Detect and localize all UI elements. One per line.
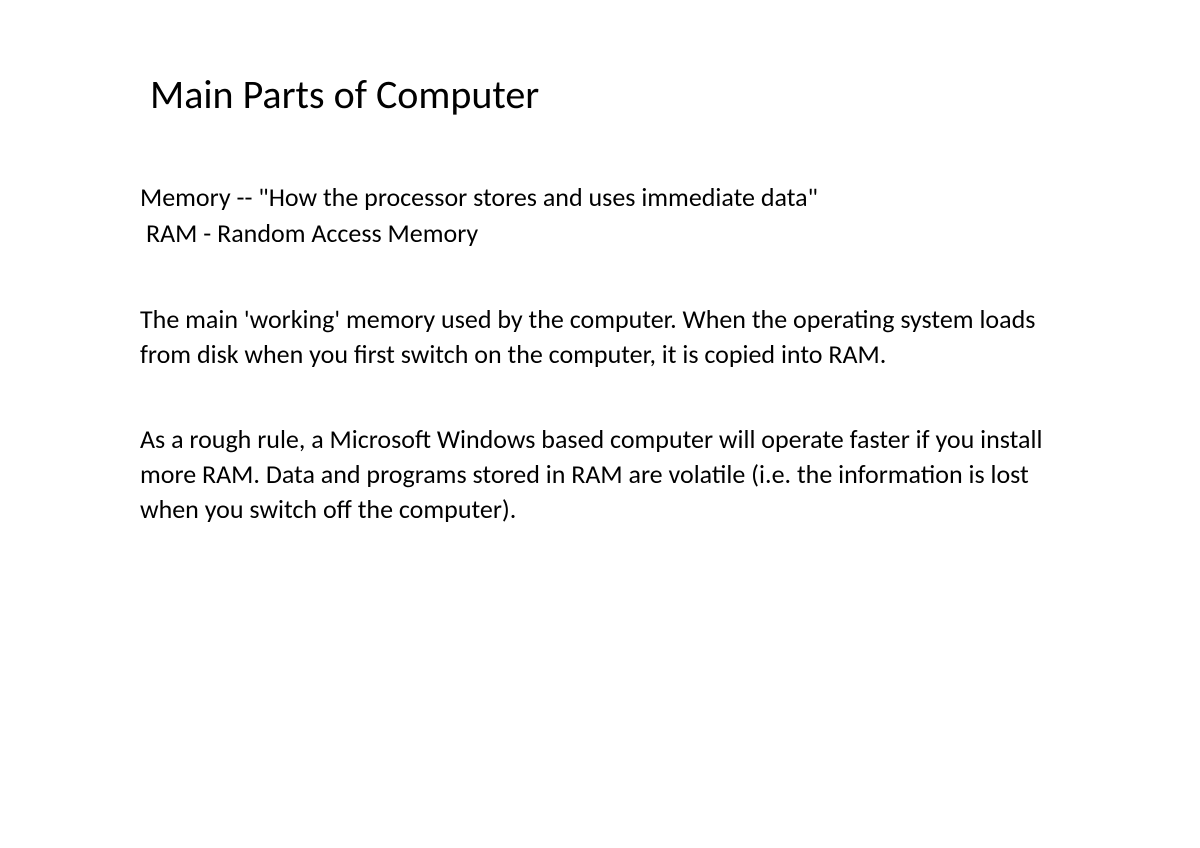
- subtitle-memory-definition: Memory -- "How the processor stores and …: [140, 179, 1060, 215]
- paragraph-ram-rule: As a rough rule, a Microsoft Windows bas…: [140, 422, 1060, 527]
- subtitle-ram-label: RAM - Random Access Memory: [146, 215, 1060, 251]
- paragraph-working-memory: The main 'working' memory used by the co…: [140, 302, 1060, 372]
- page-title: Main Parts of Computer: [150, 70, 1060, 119]
- subtitle-block: Memory -- "How the processor stores and …: [140, 179, 1060, 252]
